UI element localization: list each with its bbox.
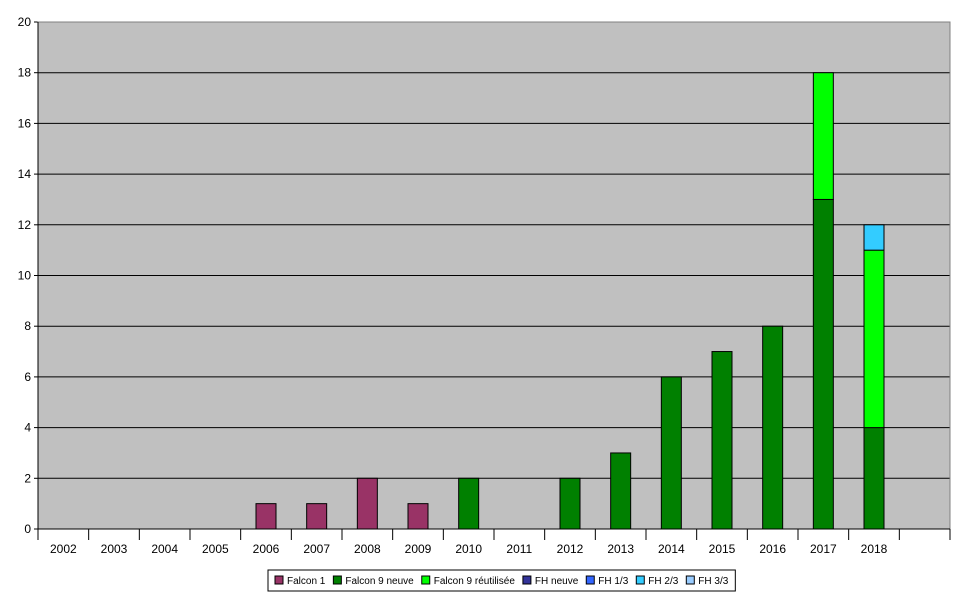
- x-tick-label-2016: 2016: [759, 542, 786, 556]
- x-tick-label-2009: 2009: [405, 542, 432, 556]
- legend-swatch-fh-1-3: [585, 575, 595, 585]
- legend-label: Falcon 9 neuve: [345, 576, 414, 587]
- legend: Falcon 1 Falcon 9 neuve Falcon 9 réutilisé…: [267, 569, 736, 592]
- x-tick-label-2011: 2011: [506, 542, 532, 556]
- legend-label: Falcon 1: [287, 576, 326, 587]
- legend-label: FH neuve: [535, 576, 579, 587]
- legend-swatch-fh-neuve: [522, 575, 532, 585]
- legend-label: FH 3/3: [698, 576, 728, 587]
- x-tick-label-2003: 2003: [101, 542, 128, 556]
- legend-swatch-falcon-9-neuve: [332, 575, 342, 585]
- x-tick-labels: 2002 2003 2004 2005 2006 2007 2008 2009 2010 2011…: [50, 542, 888, 556]
- bar-2018-falcon-9-r-utilis-e: [863, 249, 885, 429]
- bar-2018-falcon-9-neuve: [863, 427, 885, 530]
- y-tick-label: 10: [18, 269, 32, 283]
- bar-2018-fh-2-3: [863, 224, 885, 251]
- y-tick-label: 6: [24, 370, 31, 384]
- x-tick-label-2008: 2008: [354, 542, 381, 556]
- x-tick-label-2012: 2012: [557, 542, 584, 556]
- legend-swatch-fh-3-3: [685, 575, 695, 585]
- x-tick-label-2015: 2015: [709, 542, 736, 556]
- x-tick-label-2006: 2006: [253, 542, 280, 556]
- axes: [37, 21, 951, 540]
- x-tick-label-2002: 2002: [50, 542, 77, 556]
- bar-2009-falcon-1: [407, 503, 429, 530]
- x-tick-label-2014: 2014: [658, 542, 685, 556]
- x-tick-label-2007: 2007: [303, 542, 330, 556]
- y-tick-label: 20: [18, 15, 32, 29]
- bar-2017-falcon-9-neuve: [812, 198, 834, 530]
- x-tick-label-2013: 2013: [607, 542, 634, 556]
- x-tick-label-2018: 2018: [861, 542, 888, 556]
- bar-2017-falcon-9-r-utilis-e: [812, 72, 834, 200]
- y-tick-label: 2: [24, 471, 31, 485]
- y-tick-label: 0: [24, 522, 31, 536]
- y-tick-label: 12: [18, 218, 32, 232]
- bar-2008-falcon-1: [356, 477, 378, 530]
- x-tick-label-2017: 2017: [810, 542, 837, 556]
- legend-swatch-falcon-9-r-utilis-e: [421, 575, 431, 585]
- legend-swatch-falcon-1: [274, 575, 284, 585]
- bar-2007-falcon-1: [306, 503, 328, 530]
- y-tick-label: 14: [18, 167, 32, 181]
- legend-box: [267, 569, 736, 592]
- bar-2006-falcon-1: [255, 503, 277, 530]
- legend-label: FH 1/3: [598, 576, 628, 587]
- y-tick-label: 8: [24, 319, 31, 333]
- y-tick-label: 16: [18, 116, 32, 130]
- bars: [255, 72, 885, 530]
- y-tick-labels: 0 2 4 6 8 10 12 14 16 18 20: [18, 15, 32, 536]
- x-tick-label-2004: 2004: [151, 542, 178, 556]
- legend-swatch-fh-2-3: [635, 575, 645, 585]
- bar-2015-falcon-9-neuve: [711, 351, 733, 530]
- x-tick-label-2005: 2005: [202, 542, 229, 556]
- y-tick-label: 4: [24, 421, 31, 435]
- x-tick-label-2010: 2010: [455, 542, 482, 556]
- bar-2010-falcon-9-neuve: [458, 477, 480, 530]
- bar-2014-falcon-9-neuve: [660, 376, 682, 530]
- bar-2012-falcon-9-neuve: [559, 477, 581, 530]
- bar-2016-falcon-9-neuve: [762, 325, 784, 530]
- bar-2013-falcon-9-neuve: [610, 452, 632, 530]
- legend-label: Falcon 9 réutilisée: [434, 576, 516, 587]
- legend-label: FH 2/3: [648, 576, 678, 587]
- y-tick-label: 18: [18, 66, 32, 80]
